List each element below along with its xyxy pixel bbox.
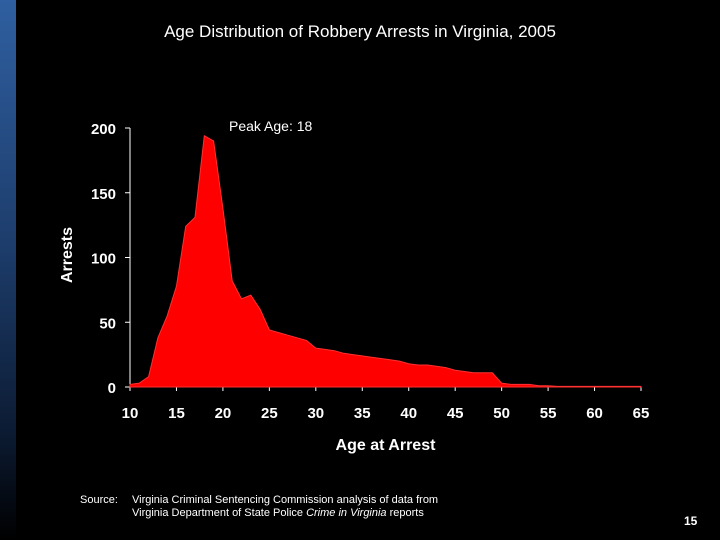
source-note: Source: Virginia Criminal Sentencing Comm… bbox=[80, 494, 438, 520]
chart-title: Age Distribution of Robbery Arrests in V… bbox=[164, 22, 556, 41]
x-tick-label: 65 bbox=[633, 405, 650, 422]
side-accent-bar bbox=[0, 0, 16, 540]
x-tick-label: 45 bbox=[447, 405, 464, 422]
y-tick-label: 150 bbox=[91, 186, 116, 203]
x-tick-label: 10 bbox=[122, 405, 139, 422]
y-tick-label: 100 bbox=[91, 251, 116, 268]
x-tick-label: 25 bbox=[261, 405, 278, 422]
x-tick-label: 15 bbox=[168, 405, 185, 422]
source-text-2-suffix: reports bbox=[386, 507, 424, 519]
x-tick-label: 55 bbox=[540, 405, 557, 422]
source-text-2-prefix: Virginia Department of State Police bbox=[132, 507, 307, 519]
page-number: 15 bbox=[684, 514, 698, 528]
y-tick-label: 0 bbox=[108, 380, 116, 397]
source-publication: Crime in Virginia bbox=[306, 507, 387, 519]
x-tick-label: 50 bbox=[493, 405, 510, 422]
y-tick-label: 50 bbox=[99, 315, 116, 332]
x-tick-label: 60 bbox=[586, 405, 603, 422]
peak-age-annotation: Peak Age: 18 bbox=[229, 118, 313, 134]
source-label: Source: bbox=[80, 494, 118, 506]
x-tick-label: 35 bbox=[354, 405, 371, 422]
y-tick-label: 200 bbox=[91, 121, 116, 138]
source-line-2: Virginia Department of State Police Crim… bbox=[80, 507, 438, 520]
source-line-1: Source: Virginia Criminal Sentencing Comm… bbox=[80, 494, 438, 507]
x-tick-label: 30 bbox=[307, 405, 324, 422]
y-axis-title: Arrests bbox=[59, 227, 76, 283]
x-tick-label: 20 bbox=[215, 405, 232, 422]
arrests-area-series bbox=[129, 134, 642, 388]
x-tick-label: 40 bbox=[400, 405, 417, 422]
x-axis-title: Age at Arrest bbox=[336, 437, 437, 454]
source-text-1: Virginia Criminal Sentencing Commission … bbox=[132, 494, 439, 506]
